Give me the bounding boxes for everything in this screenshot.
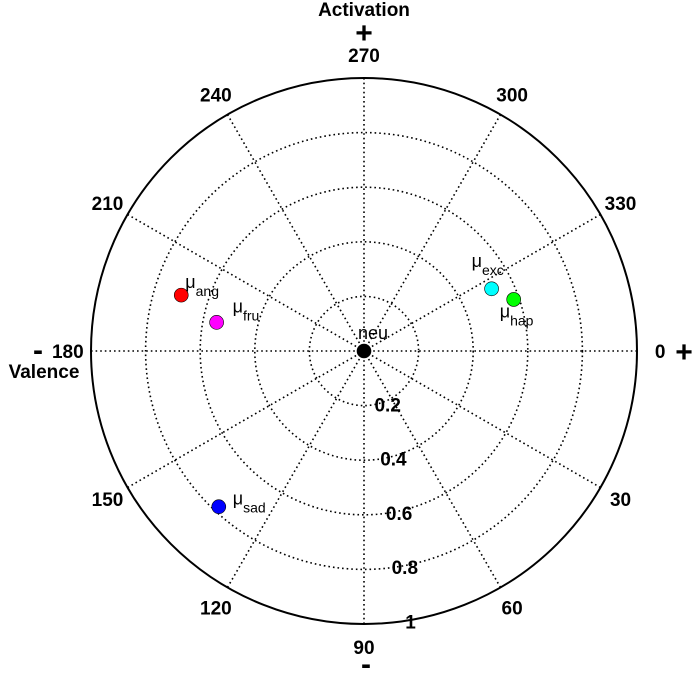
angle-tick-label: 210	[92, 194, 124, 215]
angle-tick-label: 0	[655, 342, 666, 363]
data-point-exc	[484, 281, 499, 297]
point-label-sad: μsad	[233, 489, 266, 516]
angle-tick-label: 60	[502, 599, 523, 620]
point-label-hap: μhap	[500, 301, 534, 328]
point-label-neu: neu	[358, 323, 388, 343]
angle-tick-label: 180	[52, 342, 84, 363]
angle-tick-labels: 0 30 60 90 120 150 180 210 240 270 300 330	[52, 46, 666, 659]
point-label-fru: μfru	[233, 296, 260, 323]
angle-tick-label: 120	[200, 599, 232, 620]
left-axis-minus-sign: -	[33, 334, 43, 367]
grid-spoke	[127, 350, 365, 489]
data-point-neu	[356, 343, 372, 359]
radial-tick-label: 0.2	[374, 395, 400, 416]
point-label-ang: μang	[185, 272, 219, 299]
grid-spoke	[226, 350, 365, 588]
right-axis-plus-sign: +	[675, 336, 693, 369]
bottom-axis-minus-sign: -	[361, 648, 371, 674]
grid-circle	[254, 241, 474, 461]
point-label-exc: μexc	[472, 251, 504, 278]
angle-tick-label: 240	[200, 85, 232, 106]
data-point-fru	[209, 315, 224, 330]
radial-tick-label: 0.8	[392, 558, 418, 579]
angle-tick-label: 30	[610, 490, 631, 511]
grid-circle	[144, 131, 584, 571]
angle-tick-label: 330	[605, 194, 637, 215]
angle-tick-label: 300	[496, 85, 528, 106]
grid-spoke	[363, 213, 601, 352]
radial-tick-label: 0.4	[380, 450, 407, 471]
angle-tick-label: 270	[348, 46, 380, 67]
data-points: neu μang μfru μexc μhap μsad	[173, 251, 534, 516]
data-point-hap	[506, 292, 522, 307]
left-axis-label: Valence	[9, 362, 80, 383]
polar-grid	[90, 77, 638, 625]
top-axis-label: Activation	[318, 0, 410, 21]
grid-circle	[199, 186, 529, 516]
grid-circle	[308, 295, 420, 407]
radial-tick-labels: 0.2 0.4 0.6 0.8 1	[374, 395, 418, 633]
grid-spoke	[363, 114, 502, 352]
radial-tick-label: 1	[405, 613, 416, 634]
angle-tick-label: 150	[92, 490, 124, 511]
radial-tick-label: 0.6	[386, 504, 412, 525]
data-point-ang	[173, 287, 189, 303]
grid-spoke	[127, 213, 365, 352]
data-point-sad	[211, 499, 227, 515]
top-axis-plus-sign: +	[355, 17, 373, 50]
angle-tick-label: 90	[353, 638, 374, 659]
